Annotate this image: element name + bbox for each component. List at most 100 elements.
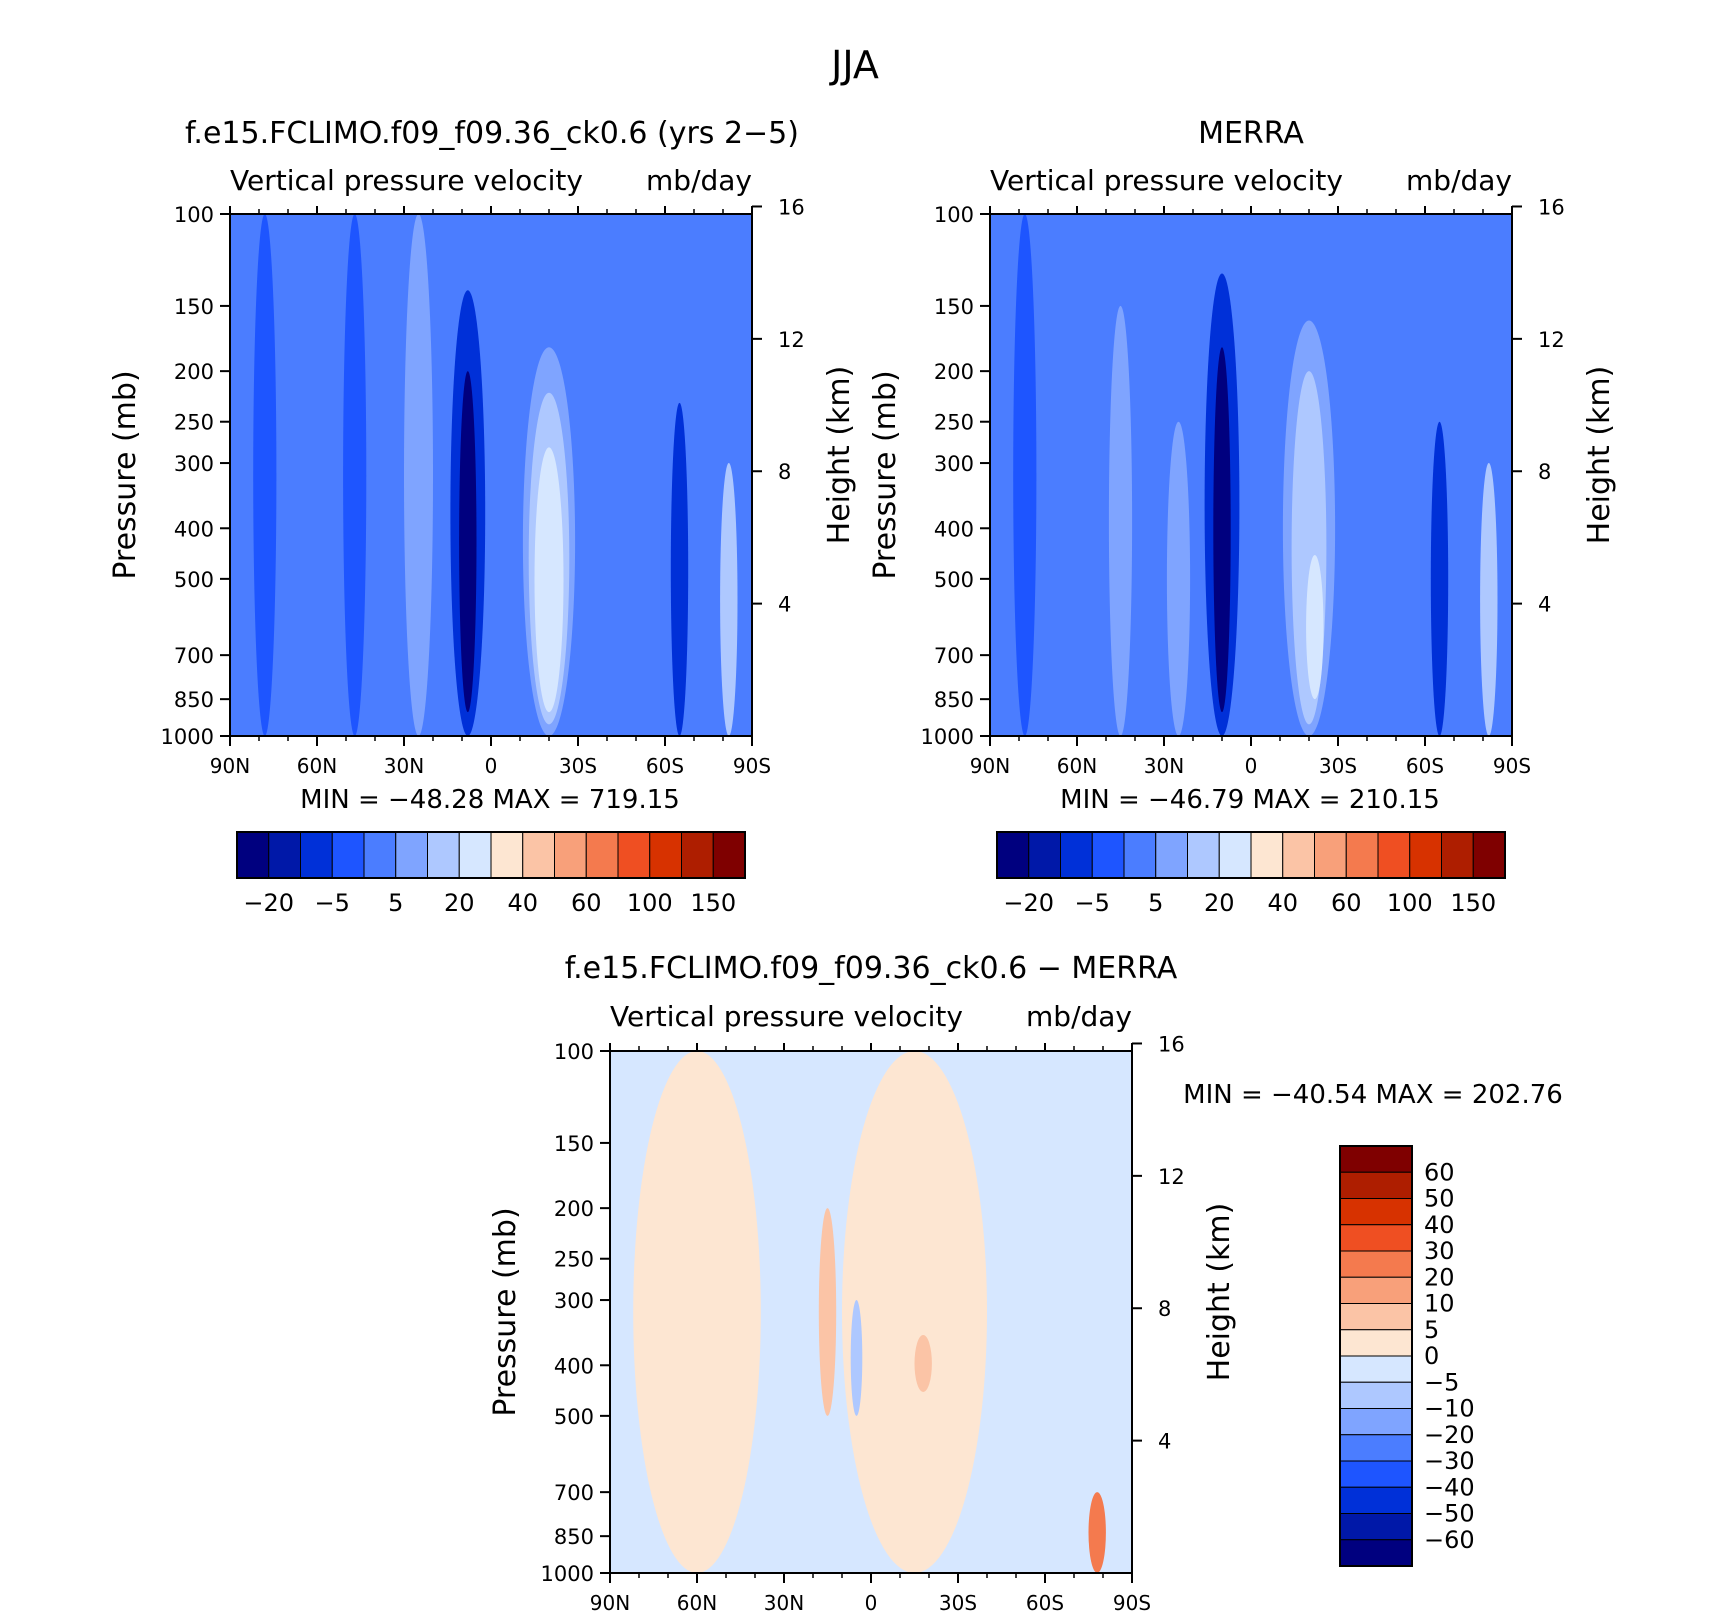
x-tick-label: 60N [1057, 754, 1097, 778]
x-tick-label: 30N [1144, 754, 1184, 778]
contour-feature [1166, 421, 1191, 736]
colorbar-label: −20 [243, 889, 294, 917]
colorbar-label: 40 [1267, 889, 1298, 917]
colorbar-box [649, 831, 682, 879]
contour-feature [459, 371, 477, 713]
x-tick-label: 90S [1113, 1591, 1151, 1615]
contour-feature [343, 214, 367, 736]
y-tick-label: 500 [934, 568, 974, 592]
colorbar-label: −40 [1424, 1473, 1475, 1501]
colorbar-box [1123, 831, 1157, 879]
y2-tick-label: 8 [1158, 1297, 1171, 1321]
contour-feature [670, 402, 689, 736]
colorbar-box [1218, 831, 1252, 879]
colorbar-label: −10 [1424, 1395, 1475, 1423]
colorbar-label: −60 [1424, 1526, 1475, 1554]
panel-subtitle-left: Vertical pressure velocity [230, 164, 583, 197]
colorbar-box [1339, 1329, 1413, 1357]
colorbar-box [1028, 831, 1061, 879]
panel-title: f.e15.FCLIMO.f09_f09.36_ck0.6 (yrs 2−5) [185, 116, 799, 151]
colorbar-label: 10 [1424, 1290, 1455, 1318]
contour-feature [1088, 1492, 1106, 1573]
colorbar-box [1339, 1486, 1413, 1514]
contour-feature [1108, 305, 1133, 736]
y-tick-label: 850 [554, 1525, 594, 1549]
y2-tick-label: 16 [1158, 1032, 1185, 1056]
y2-tick-label: 12 [778, 328, 805, 352]
colorbar-box [1339, 1303, 1413, 1331]
colorbar-box [522, 831, 555, 879]
y-tick-label: 300 [934, 452, 974, 476]
colorbar-box [1060, 831, 1093, 879]
y-tick-label: 850 [934, 688, 974, 712]
x-tick-label: 90N [970, 754, 1010, 778]
contour-feature [404, 214, 433, 736]
y2-tick-label: 8 [1538, 460, 1551, 484]
y-tick-label: 200 [174, 360, 214, 384]
colorbar-box [458, 831, 492, 879]
y-tick-label: 150 [934, 295, 974, 319]
contour-field [990, 214, 1512, 736]
x-tick-label: 30N [764, 1591, 804, 1615]
x-tick-label: 60N [297, 754, 337, 778]
contour-feature [1013, 214, 1037, 736]
x-tick-label: 90N [210, 754, 250, 778]
colorbar-label: 100 [627, 889, 673, 917]
y-tick-label: 500 [174, 568, 214, 592]
colorbar-label: 5 [1148, 889, 1163, 917]
colorbar-box [490, 831, 524, 879]
y-axis-label: Pressure (mb) [868, 370, 903, 579]
colorbar: −20 −5 5 20 40 60 100 150 [996, 831, 1506, 917]
y2-axis-label: Height (km) [1202, 1203, 1237, 1382]
x-tick-label: 60S [1406, 754, 1444, 778]
colorbar-box [554, 831, 587, 879]
colorbar-box [1441, 831, 1474, 879]
min-max-stats: MIN = −46.79 MAX = 210.15 [1060, 785, 1440, 815]
contour-feature [1480, 463, 1498, 736]
colorbar-frame [236, 831, 746, 879]
colorbar-box [1339, 1355, 1413, 1383]
colorbar-box [1339, 1250, 1413, 1278]
y-tick-label: 150 [174, 295, 214, 319]
y-tick-label: 700 [174, 644, 214, 668]
x-tick-label: 0 [485, 754, 498, 778]
y-tick-label: 300 [174, 452, 214, 476]
y2-tick-label: 12 [1158, 1165, 1185, 1189]
colorbar-box [617, 831, 651, 879]
contour-feature [720, 463, 738, 736]
y-tick-label: 200 [554, 1197, 594, 1221]
x-tick-label: 0 [865, 1591, 878, 1615]
y-tick-label: 100 [174, 203, 214, 227]
colorbar-box [1339, 1198, 1413, 1226]
colorbar-box [1314, 831, 1347, 879]
y-tick-label: 250 [934, 411, 974, 435]
y-tick-label: 200 [934, 360, 974, 384]
colorbar-box [1339, 1460, 1413, 1488]
panel-model: f.e15.FCLIMO.f09_f09.36_ck0.6 (yrs 2−5) V… [108, 116, 857, 917]
colorbar-box [681, 831, 714, 879]
y-tick-label: 850 [174, 688, 214, 712]
x-tick-label: 30S [939, 1591, 977, 1615]
panel-subtitle-right: mb/day [1406, 164, 1512, 197]
min-max-stats: MIN = −40.54 MAX = 202.76 [1183, 1080, 1563, 1110]
contour-feature [1430, 421, 1449, 736]
colorbar-frame [996, 831, 1506, 879]
colorbar-box [300, 831, 333, 879]
colorbar-label: 5 [1424, 1316, 1439, 1344]
panel-subtitle-left: Vertical pressure velocity [990, 164, 1343, 197]
y-tick-label: 100 [934, 203, 974, 227]
colorbar-label: −30 [1424, 1447, 1475, 1475]
contour-base [990, 214, 1512, 736]
x-tick-label: 60N [677, 1591, 717, 1615]
colorbar-frame [1339, 1145, 1413, 1567]
contour-feature [253, 214, 277, 736]
colorbar-box [1339, 1434, 1413, 1462]
y2-tick-label: 12 [1538, 328, 1565, 352]
colorbar-box [1339, 1381, 1413, 1409]
y2-tick-label: 4 [778, 593, 791, 617]
x-tick-label: 30S [559, 754, 597, 778]
x-tick-label: 0 [1245, 754, 1258, 778]
colorbar-label: 20 [1204, 889, 1235, 917]
y-tick-label: 1000 [921, 725, 974, 749]
